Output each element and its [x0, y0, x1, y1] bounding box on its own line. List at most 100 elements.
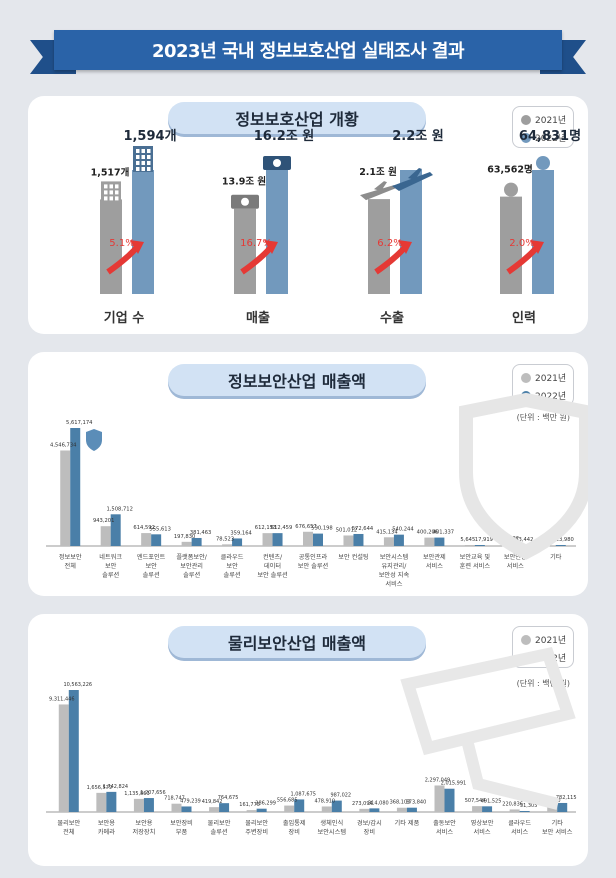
overview-bar-2022: [266, 170, 288, 294]
bar-2022: [219, 803, 230, 812]
bar-2022: [369, 808, 380, 812]
data-label-2022: 782,115: [556, 795, 577, 801]
data-label-2022: 479,239: [180, 798, 201, 804]
category-label: 보안: [226, 562, 238, 570]
bar-2021: [100, 526, 111, 546]
category-label: 서비스: [511, 828, 528, 836]
category-label: 보안장비: [170, 819, 193, 827]
data-label-2022: 1,207,656: [140, 790, 165, 796]
camera-watermark-icon: [400, 647, 576, 810]
bar-2022: [143, 798, 154, 812]
bar-2021: [181, 541, 192, 546]
data-label-2022: 1,508,712: [106, 506, 132, 512]
bar-2021: [58, 704, 69, 812]
overview-bar-2022: [532, 170, 554, 294]
category-label: 솔루션: [102, 571, 119, 579]
title-ribbon: 2023년 국내 정보보호산업 실태조사 결과: [30, 30, 586, 78]
data-label-2021: 614,592: [133, 525, 154, 531]
growth-pct: 6.2%: [377, 238, 402, 249]
legend-2022-label: 2022년: [535, 392, 567, 402]
data-label-2022: 1,087,675: [290, 791, 315, 797]
category-label: 수출: [380, 310, 404, 326]
growth-pct: 16.7%: [240, 238, 272, 249]
bar-2022: [68, 690, 79, 812]
category-label: 물리보안: [57, 819, 80, 827]
category-label: 장비: [289, 828, 300, 836]
category-label: 보안인증: [504, 553, 527, 561]
category-label: 훈련 서비스: [460, 562, 491, 570]
bar-2021: [96, 792, 107, 812]
category-label: 물리보안: [208, 819, 231, 827]
category-label: 보안용: [98, 819, 115, 827]
category-label: 영상보안: [471, 819, 494, 827]
growth-pct: 2.0%: [509, 238, 534, 249]
legend-2022-dot: [521, 132, 531, 143]
person-icon: [504, 182, 518, 197]
bar-2021: [321, 806, 332, 812]
bar-2022: [313, 533, 323, 546]
category-label: 기타: [550, 553, 562, 561]
data-label-2021: 612,153: [255, 525, 276, 531]
data-label-2021: 197,830: [174, 534, 195, 540]
data-label-2021: 400,206: [417, 530, 438, 536]
category-label: 보안: [105, 562, 117, 570]
bar-2022: [232, 538, 243, 546]
category-label: 정보보안: [59, 553, 82, 561]
bar-2022: [519, 811, 530, 812]
data-label-2022: 401,337: [433, 530, 454, 536]
shield-icon: [86, 429, 102, 451]
bar-2022: [406, 807, 417, 812]
value-2022: 16.2조 원: [254, 129, 315, 144]
category-label: 보안 솔루션: [298, 562, 329, 570]
overview-bar-2022: [132, 170, 154, 294]
data-label-2021: 478,910: [314, 798, 335, 804]
bar-2022: [557, 802, 568, 812]
physical-sales-panel: 물리보안산업 매출액 2021년 2022년 (단위 : 백만 원) 9,311…: [28, 614, 588, 866]
value-2022: 1,594개: [123, 129, 176, 144]
data-label-2021: 718,747: [164, 796, 185, 802]
data-label-2021: 4,546,734: [50, 442, 77, 448]
bar-2021: [434, 785, 445, 812]
bar-2021: [262, 533, 273, 546]
category-label: 보안관리: [180, 562, 203, 570]
bar-2022: [256, 808, 267, 812]
shield-watermark-icon: [459, 392, 588, 560]
data-label-2022: 373,840: [406, 800, 427, 806]
category-label: 보안시스템: [318, 828, 347, 836]
overview-title: 정보보호산업 개황: [168, 102, 426, 134]
category-label: 서비스: [474, 828, 491, 836]
bar-2022: [181, 806, 192, 812]
bar-2021: [424, 537, 435, 546]
bar-2022: [353, 533, 364, 546]
value-2021: 1,517개: [91, 166, 130, 178]
category-label: 출동보안: [433, 819, 456, 827]
overview-item-3: 6.2% 2.1조 원 2.2조 원수출: [359, 129, 444, 326]
data-label-2022: 53,442: [515, 537, 533, 543]
category-label: 장비: [364, 828, 375, 836]
category-label: 기타: [552, 819, 564, 827]
legend-2021-dot: [521, 114, 531, 125]
data-label-2021: 1,656,579: [87, 785, 112, 791]
bar-2021: [141, 533, 152, 546]
data-label-2021: 1,135,863: [124, 791, 149, 797]
value-2022: 64,831명: [519, 128, 581, 144]
bar-2021: [222, 544, 233, 546]
category-label: 클라우드: [508, 819, 531, 827]
bar-2022: [191, 537, 202, 546]
category-label: 기업 수: [104, 311, 144, 326]
category-label: 플랫폼보안/: [176, 553, 207, 561]
data-label-2022: 555,613: [149, 526, 170, 532]
category-label: 데이터: [264, 562, 281, 570]
overview-bar-2021: [368, 199, 390, 294]
